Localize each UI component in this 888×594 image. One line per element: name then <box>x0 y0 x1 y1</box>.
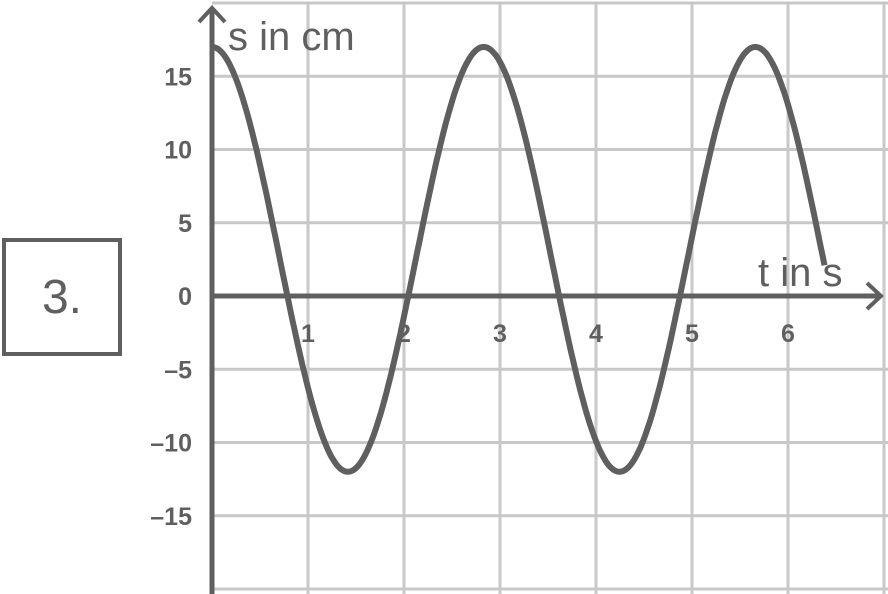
x-tick-label: 6 <box>781 320 795 348</box>
series-curve <box>211 43 828 475</box>
y-tick-label: 0 <box>178 283 192 311</box>
problem-number-box: 3. <box>2 238 122 356</box>
y-tick-label: –5 <box>164 356 192 384</box>
x-tick-label: 5 <box>685 320 699 348</box>
x-tick-label: 4 <box>589 320 603 348</box>
x-tick-label: 1 <box>301 320 315 348</box>
x-axis-label: t in s <box>758 251 842 295</box>
y-axis-label: s in cm <box>228 15 355 59</box>
y-tick-label: 5 <box>178 210 192 238</box>
y-axis-arrow-icon <box>197 5 227 24</box>
y-tick-label: 10 <box>164 137 192 165</box>
x-tick-label: 3 <box>493 320 507 348</box>
x-axis-arrow-icon <box>865 281 884 311</box>
y-tick-label: –10 <box>150 430 192 458</box>
axes <box>197 5 884 594</box>
problem-number: 3. <box>41 270 83 324</box>
y-tick-label: –15 <box>150 503 192 531</box>
y-tick-label: 15 <box>164 63 192 91</box>
